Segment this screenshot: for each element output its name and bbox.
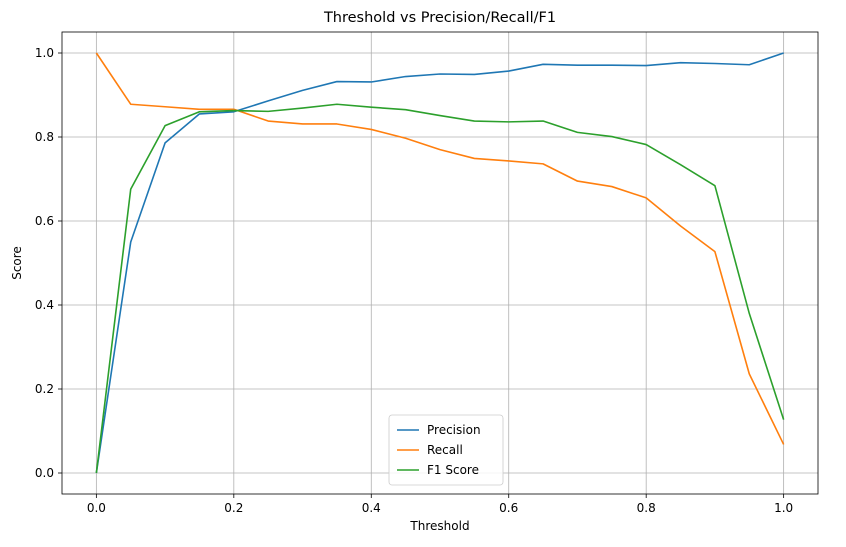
x-tick-label: 0.2 <box>224 501 243 515</box>
legend-label: Precision <box>427 423 481 437</box>
legend: Precision Recall F1 Score <box>388 414 504 486</box>
series-line-recall <box>95 52 785 445</box>
y-axis-label: Score <box>10 246 24 280</box>
y-axis-ticks: 0.0 0.2 0.4 0.6 0.8 1.0 <box>35 46 62 480</box>
x-tick-label: 1.0 <box>774 501 793 515</box>
plot-frame <box>61 31 819 495</box>
x-tick-label: 0.6 <box>499 501 518 515</box>
series-line-precision <box>95 52 784 474</box>
legend-label: Recall <box>427 443 463 457</box>
y-tick-label: 1.0 <box>35 46 54 60</box>
x-tick-label: 0.8 <box>637 501 656 515</box>
chart-title: Threshold vs Precision/Recall/F1 <box>323 10 556 26</box>
x-axis-label: Threshold <box>409 519 469 533</box>
y-tick-label: 0.6 <box>35 214 54 228</box>
y-tick-label: 0.8 <box>35 130 54 144</box>
x-axis-ticks: 0.0 0.2 0.4 0.6 0.8 1.0 <box>87 494 793 515</box>
series-line-f1-score <box>95 103 785 474</box>
y-tick-label: 0.4 <box>35 298 54 312</box>
y-tick-label: 0.2 <box>35 382 54 396</box>
legend-label: F1 Score <box>427 463 479 477</box>
legend-box <box>388 414 504 486</box>
x-tick-label: 0.0 <box>87 501 106 515</box>
series-lines <box>95 52 785 474</box>
y-tick-label: 0.0 <box>35 466 54 480</box>
x-tick-label: 0.4 <box>362 501 381 515</box>
